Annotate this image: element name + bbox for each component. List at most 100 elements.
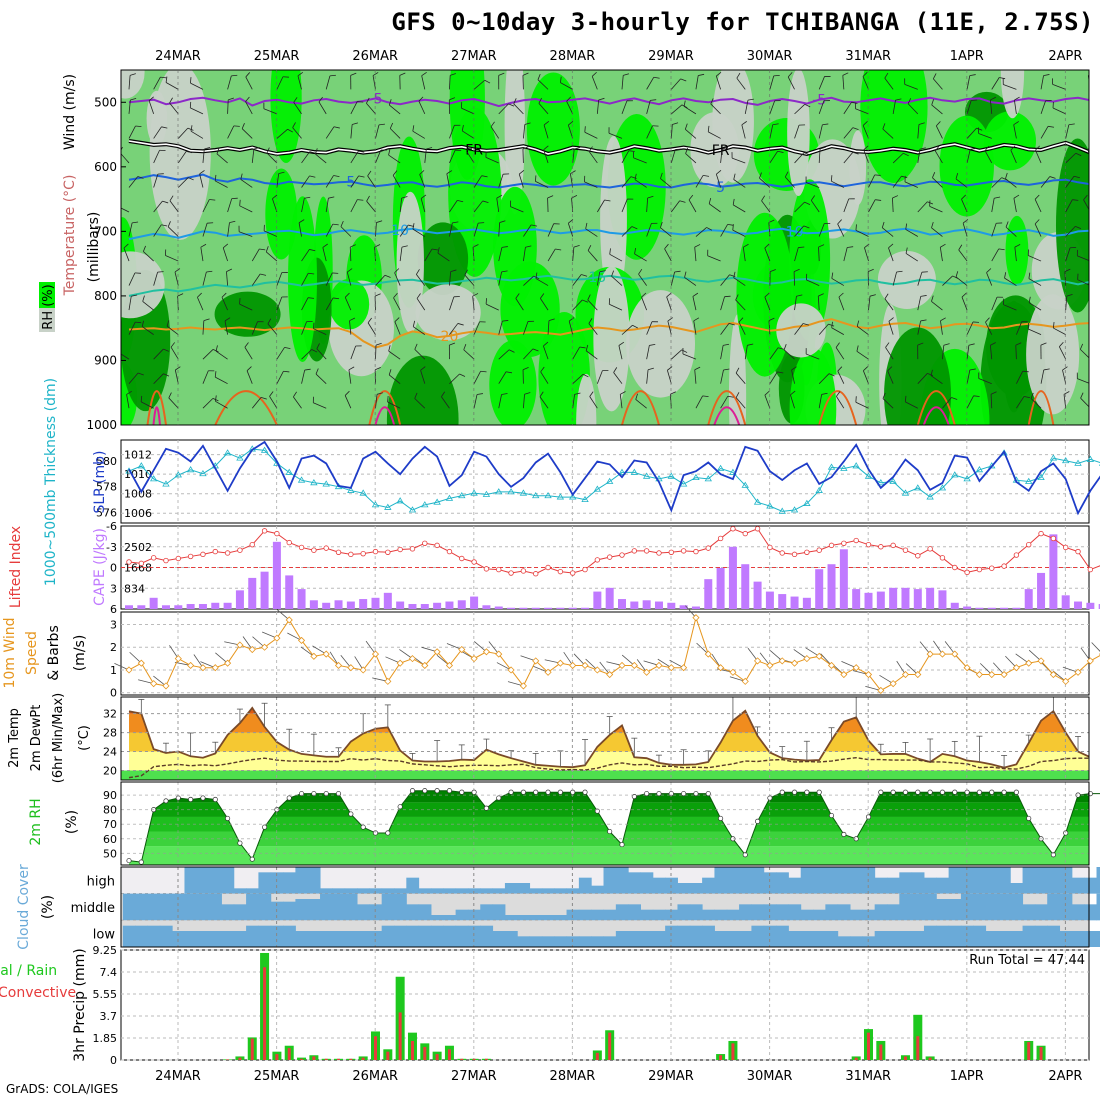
wind-barb (215, 350, 228, 360)
cloud-bar-high (344, 888, 358, 894)
lifted-point (680, 548, 687, 554)
wind-barb (670, 200, 680, 213)
wind-barb (939, 247, 943, 262)
cloud-bar-middle (800, 909, 814, 921)
panel-frame (120, 781, 1090, 866)
cloud-bar-high (295, 867, 309, 894)
wind-barb (498, 349, 510, 360)
wind-barb-flag (727, 223, 734, 226)
wind-barb (818, 124, 823, 139)
chart-title: GFS 0~10day 3-hourly for TCHIBANGA (11E,… (391, 8, 1094, 36)
wind-barb (190, 107, 204, 115)
wind-barb (1010, 149, 1017, 164)
wind-barb-flag (278, 171, 285, 174)
wind-barb-flag (284, 347, 291, 350)
wind-barb-flag (130, 97, 137, 101)
wind-barb (942, 275, 953, 286)
wind-barb-flag (802, 323, 809, 326)
wind-barb (325, 198, 329, 213)
wind-barb-flag (394, 268, 400, 274)
wind-barb (215, 400, 228, 409)
wind-barb (462, 130, 475, 139)
cloud-bar-middle (702, 909, 715, 921)
wind-barb-flag (772, 123, 779, 126)
wind-point (704, 650, 712, 658)
lifted-point (224, 550, 231, 556)
wind-barb (1003, 304, 1017, 311)
x-tick-label-top: 30MAR (747, 49, 793, 64)
wind-barb-flag (1034, 219, 1040, 225)
wind-barb (990, 394, 993, 409)
wind-barb-flag (540, 366, 545, 373)
rh-point (1026, 815, 1032, 821)
lifted-point (1062, 544, 1069, 551)
wind-barb (297, 75, 302, 90)
cape-bar (383, 592, 392, 609)
wind-barb (399, 224, 409, 237)
wind-barb-flag (703, 175, 710, 177)
wind-barb-flag (1010, 145, 1016, 151)
y-tick-label: 32 (103, 708, 117, 721)
wind-barb (301, 369, 306, 384)
wind-barb (293, 396, 302, 409)
wind-barb-flag (599, 270, 606, 273)
wind-barb-flag (143, 245, 146, 252)
cape-bar (1000, 607, 1009, 609)
cape-bar (691, 606, 700, 609)
cloud-bar-middle (862, 909, 876, 921)
wind-barb (221, 297, 228, 311)
rh-blob (386, 355, 459, 425)
wind-barb-flag (970, 148, 977, 150)
wind-barb (1058, 346, 1067, 360)
wind-barb (215, 376, 228, 385)
wind-barb-flag (283, 370, 290, 373)
side-label-wind: Wind (m/s) (62, 74, 78, 150)
wind-barb (991, 177, 1002, 188)
wind-barb (671, 349, 683, 360)
wind-point (901, 670, 910, 679)
thickness-point (667, 472, 676, 479)
wind-barb (720, 396, 729, 409)
cloud-bar-high (184, 867, 198, 894)
cloud-bar-low (800, 931, 814, 947)
wind-point (1012, 664, 1020, 672)
wind-point (1086, 657, 1094, 665)
wind-barb (568, 320, 574, 335)
cloud-bar-middle (850, 909, 863, 921)
wind-barb-flag (547, 195, 554, 199)
wind-barb-flag (574, 147, 581, 150)
thickness-point (741, 481, 749, 488)
wind-barb-flag (287, 128, 293, 133)
wind-barb (123, 247, 130, 262)
temp-contour-25 (818, 390, 858, 425)
wind-barb (388, 350, 401, 360)
wind-barb (523, 124, 526, 139)
wind-barb (349, 247, 352, 262)
wind-barb-flag (394, 317, 400, 322)
y-tick-label: 20 (103, 765, 117, 778)
precip-convective-bar (226, 1059, 230, 1060)
wind-point (384, 677, 392, 685)
wind-barb-flag (226, 268, 233, 272)
thickness-point (458, 491, 466, 499)
wind-barb (905, 229, 919, 237)
wind-barb (738, 321, 746, 335)
cape-bar (186, 604, 195, 609)
cloud-bar-middle (430, 915, 444, 921)
wind-barb (227, 99, 229, 114)
cloud-bar-high (640, 872, 654, 894)
wind-barb (573, 653, 586, 666)
thickness-point (507, 488, 515, 495)
wind-barb (464, 274, 475, 286)
thickness-point (803, 499, 811, 506)
wind-barb (621, 75, 624, 90)
lifted-point (1013, 552, 1020, 558)
wind-barb (892, 197, 894, 213)
cape-bar (211, 602, 220, 609)
wind-barb (344, 395, 352, 409)
wind-barb (930, 375, 943, 385)
cloud-bar-low (702, 925, 715, 947)
cloud-bar-high (209, 867, 222, 894)
wind-barb-flag (265, 246, 269, 253)
wind-barb-flag (649, 343, 656, 346)
